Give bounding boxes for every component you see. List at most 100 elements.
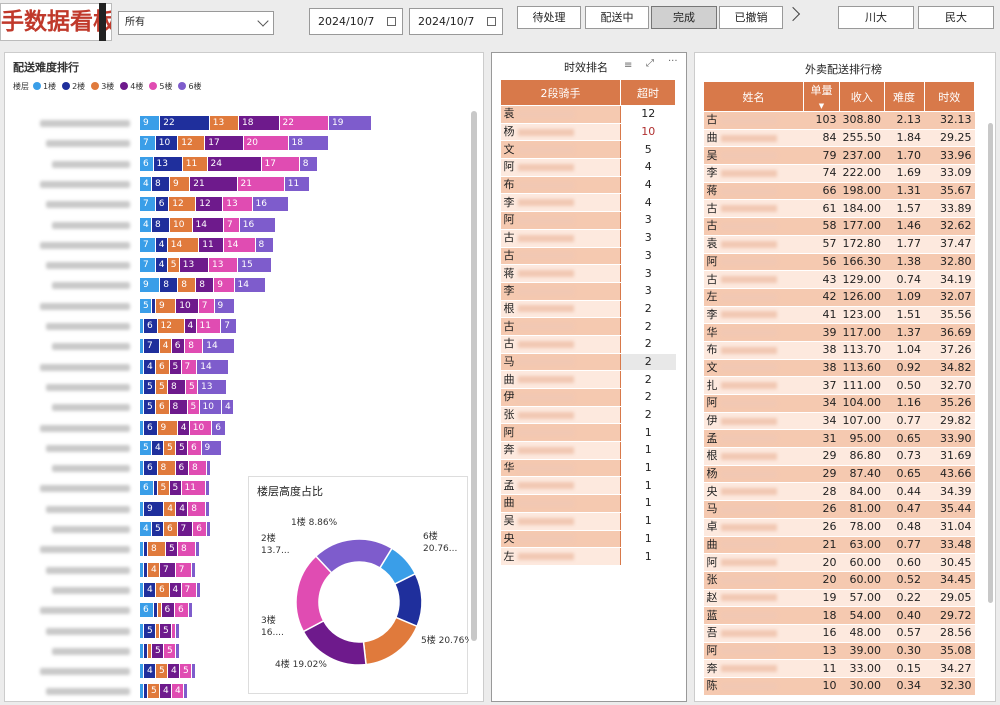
bar-segment[interactable] bbox=[206, 481, 211, 496]
bar-segment[interactable]: 13 bbox=[179, 258, 209, 273]
bar-segment[interactable]: 14 bbox=[197, 359, 229, 374]
table-row[interactable]: 李 41 123.00 1.51 35.56 bbox=[703, 306, 975, 325]
bar-segment[interactable]: 13 bbox=[209, 258, 239, 273]
bar-segment[interactable] bbox=[172, 623, 176, 638]
bar-segment[interactable]: 4 bbox=[140, 176, 152, 191]
bar-segment[interactable]: 8 bbox=[185, 339, 204, 354]
bar-segment[interactable] bbox=[153, 603, 158, 618]
header-rider[interactable]: 2段骑手 bbox=[500, 79, 621, 106]
tab-pending[interactable]: 待处理 bbox=[517, 6, 581, 29]
bar-segment[interactable]: 12 bbox=[178, 136, 206, 151]
bar-segment[interactable]: 4 bbox=[222, 400, 234, 415]
bar-segment[interactable] bbox=[140, 420, 144, 435]
table-row[interactable]: 左 42 126.00 1.09 32.07 bbox=[703, 288, 975, 307]
table-row[interactable]: 孟 31 95.00 0.65 33.90 bbox=[703, 429, 975, 449]
bar-segment[interactable]: 4 bbox=[168, 664, 180, 679]
bar-segment[interactable] bbox=[144, 684, 148, 699]
bar-segment[interactable] bbox=[140, 664, 144, 679]
header-income[interactable]: 收入 bbox=[839, 81, 885, 112]
table-row[interactable]: 李 74 222.00 1.69 33.09 bbox=[703, 164, 975, 183]
bar-segment[interactable]: 21 bbox=[237, 176, 285, 191]
bar-segment[interactable]: 5 bbox=[186, 379, 198, 394]
bar-segment[interactable]: 6 bbox=[140, 603, 154, 618]
table-row[interactable]: 伊 34 107.00 0.77 29.82 bbox=[703, 412, 975, 431]
bar-segment[interactable]: 8 bbox=[148, 542, 166, 557]
bar-segment[interactable]: 5 bbox=[164, 440, 176, 455]
sort-desc-icon[interactable]: ▼ bbox=[818, 102, 825, 110]
bar-segment[interactable] bbox=[206, 501, 211, 516]
bar-segment[interactable]: 7 bbox=[140, 237, 156, 252]
table-row[interactable]: 古 61 184.00 1.57 33.89 bbox=[703, 199, 975, 219]
bar-segment[interactable]: 9 bbox=[201, 440, 222, 455]
bar-segment[interactable]: 10 bbox=[189, 420, 213, 435]
table-row[interactable]: 文 38 113.60 0.92 34.82 bbox=[703, 359, 975, 378]
bar-segment[interactable]: 6 bbox=[175, 461, 189, 476]
bar-segment[interactable]: 4 bbox=[176, 501, 189, 516]
bar-segment[interactable]: 5 bbox=[167, 258, 180, 273]
bar-segment[interactable]: 4 bbox=[155, 237, 168, 252]
bar-segment[interactable]: 4 bbox=[159, 339, 172, 354]
table-row[interactable]: 曲 84 255.50 1.84 29.25 bbox=[703, 129, 975, 148]
bar-segment[interactable]: 6 bbox=[212, 420, 226, 435]
bar-segment[interactable] bbox=[197, 582, 202, 597]
bar-segment[interactable] bbox=[140, 400, 144, 415]
bar-segment[interactable]: 4 bbox=[155, 258, 168, 273]
bar-segment[interactable]: 5 bbox=[180, 664, 192, 679]
bar-segment[interactable]: 5 bbox=[169, 481, 182, 496]
bar-segment[interactable]: 7 bbox=[160, 562, 176, 577]
bar-segment[interactable] bbox=[153, 481, 158, 496]
table-row[interactable]: 袁 12 bbox=[500, 105, 676, 124]
date-to-input[interactable]: 2024/10/7 bbox=[409, 8, 503, 35]
region-button-minda[interactable]: 民大 bbox=[918, 6, 994, 29]
bar-segment[interactable]: 12 bbox=[157, 319, 185, 333]
bar-segment[interactable]: 5 bbox=[152, 522, 164, 536]
bar-segment[interactable]: 11 bbox=[196, 319, 222, 333]
table-row[interactable]: 张 20 60.00 0.52 34.45 bbox=[703, 571, 975, 590]
donut-slice[interactable] bbox=[314, 538, 393, 574]
table-row[interactable]: 阿 20 60.00 0.60 30.45 bbox=[703, 553, 975, 572]
bar-segment[interactable] bbox=[140, 379, 144, 394]
bar-segment[interactable]: 6 bbox=[175, 603, 189, 618]
bar-segment[interactable]: 11 bbox=[181, 481, 207, 496]
bar-segment[interactable]: 5 bbox=[187, 400, 200, 415]
bar-segment[interactable]: 7 bbox=[181, 359, 198, 374]
bar-segment[interactable]: 6 bbox=[156, 582, 170, 597]
bar-segment[interactable]: 5 bbox=[144, 400, 156, 415]
bar-segment[interactable]: 6 bbox=[140, 481, 154, 496]
bar-segment[interactable]: 12 bbox=[196, 197, 224, 212]
bar-segment[interactable]: 5 bbox=[157, 481, 170, 496]
header-difficulty[interactable]: 难度 bbox=[883, 81, 925, 112]
bar-segment[interactable]: 9 bbox=[156, 298, 177, 313]
bar-segment[interactable]: 8 bbox=[152, 217, 170, 232]
scrollbar[interactable] bbox=[471, 111, 477, 641]
bar-segment[interactable] bbox=[192, 664, 196, 679]
bar-segment[interactable]: 17 bbox=[261, 156, 300, 171]
table-row[interactable]: 赵 19 57.00 0.22 29.05 bbox=[703, 589, 975, 608]
bar-segment[interactable] bbox=[140, 339, 144, 354]
table-row[interactable]: 阿 13 39.00 0.30 35.08 bbox=[703, 642, 975, 661]
table-row[interactable]: 吾 16 48.00 0.57 28.56 bbox=[703, 624, 975, 643]
bar-segment[interactable]: 6 bbox=[156, 400, 170, 415]
bar-segment[interactable]: 9 bbox=[214, 298, 235, 313]
bar-segment[interactable]: 6 bbox=[155, 197, 170, 212]
bar-segment[interactable]: 8 bbox=[168, 379, 186, 394]
bar-segment[interactable]: 5 bbox=[166, 542, 178, 557]
table-row[interactable]: 华 39 117.00 1.37 36.69 bbox=[703, 323, 975, 342]
bar-segment[interactable]: 6 bbox=[144, 319, 158, 333]
bar-segment[interactable]: 16 bbox=[252, 197, 289, 212]
bar-segment[interactable]: 4 bbox=[148, 562, 160, 577]
bar-segment[interactable]: 7 bbox=[175, 562, 192, 577]
tab-delivering[interactable]: 配送中 bbox=[585, 6, 649, 29]
calendar-icon[interactable] bbox=[487, 17, 496, 26]
bar-segment[interactable] bbox=[176, 623, 180, 638]
